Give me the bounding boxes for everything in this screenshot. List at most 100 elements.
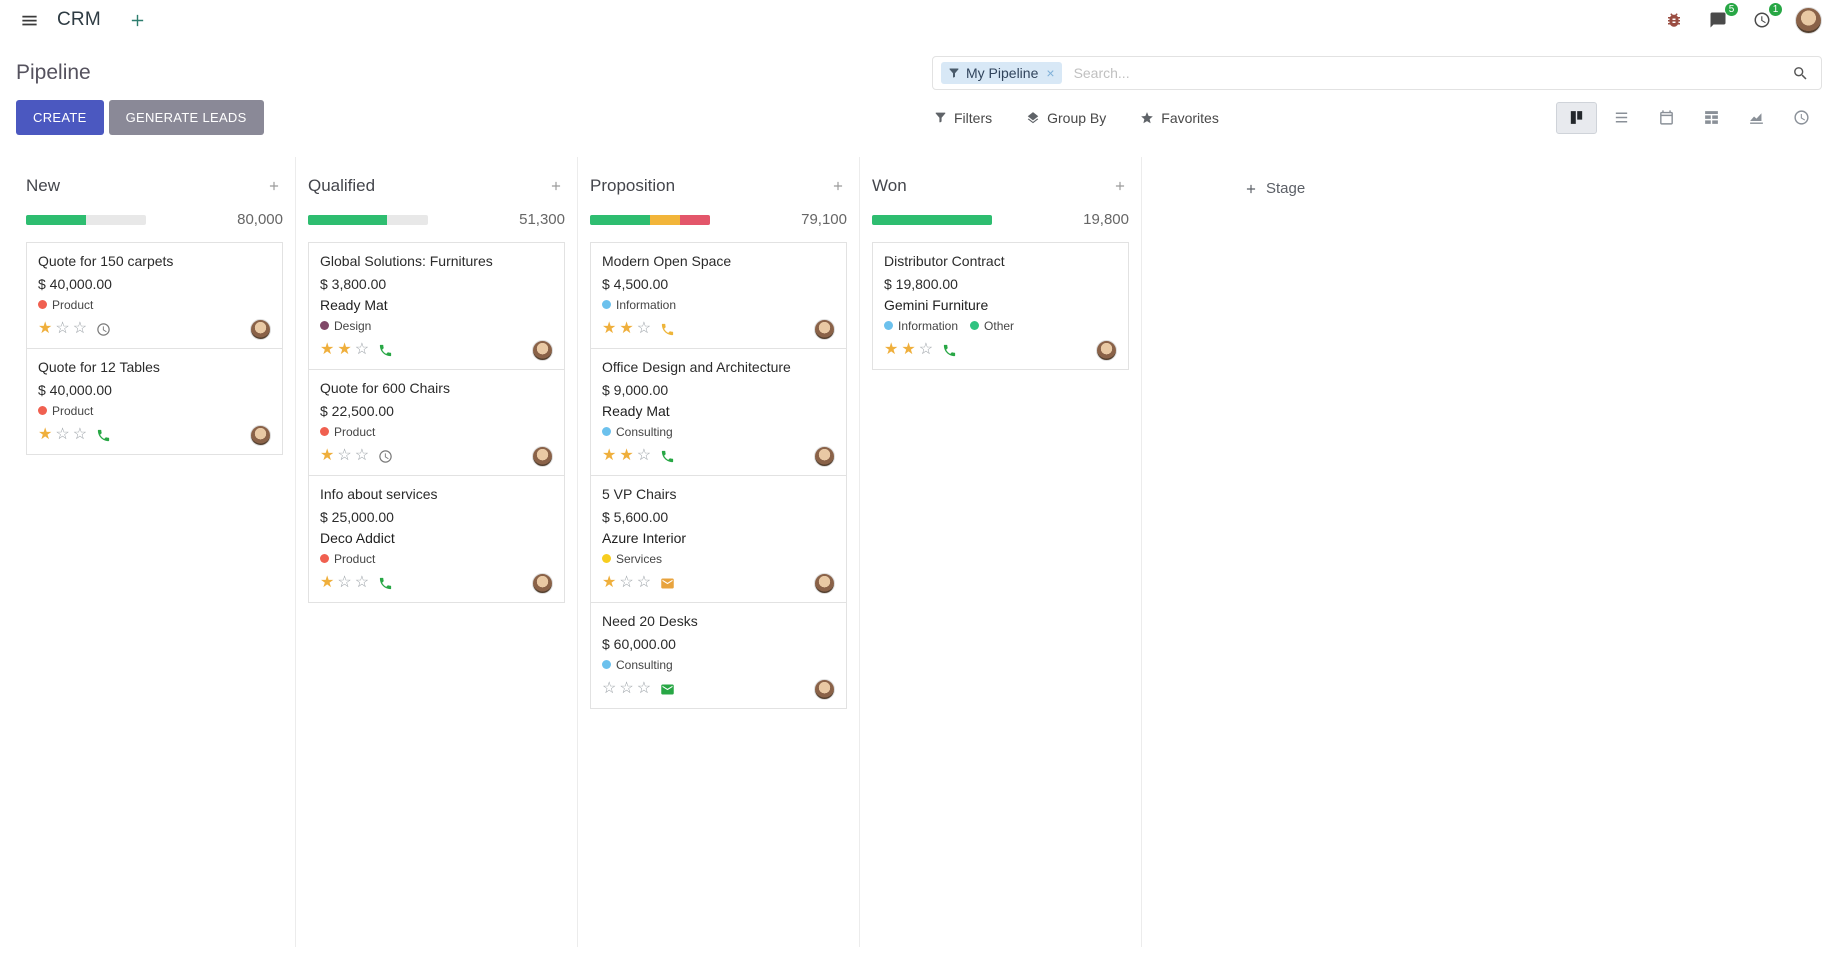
kanban-card[interactable]: Quote for 150 carpets $ 40,000.00 Produc… xyxy=(26,242,283,349)
pivot-view-icon[interactable] xyxy=(1691,102,1732,134)
messages-icon[interactable]: 5 xyxy=(1707,3,1738,31)
salesperson-avatar[interactable] xyxy=(532,445,553,467)
kanban-card[interactable]: Office Design and Architecture $ 9,000.0… xyxy=(590,347,847,476)
quick-add-lead-button[interactable] xyxy=(265,177,283,195)
salesperson-avatar[interactable] xyxy=(532,572,553,594)
column-progressbar[interactable] xyxy=(872,214,992,225)
search-bar[interactable]: My Pipeline × xyxy=(932,56,1822,90)
star-filled-icon[interactable]: ★ xyxy=(884,341,899,359)
kanban-card[interactable]: Modern Open Space $ 4,500.00 Information… xyxy=(590,242,847,349)
priority-stars[interactable]: ★ ☆ ☆ xyxy=(320,448,369,464)
priority-stars[interactable]: ★ ☆ ☆ xyxy=(38,321,87,337)
priority-stars[interactable]: ★ ☆ ☆ xyxy=(320,575,369,591)
star-filled-icon[interactable]: ★ xyxy=(38,320,53,338)
star-empty-icon[interactable]: ☆ xyxy=(354,574,370,592)
phone-activity-icon[interactable] xyxy=(660,322,675,337)
progress-segment[interactable] xyxy=(26,214,86,225)
app-name[interactable]: CRM xyxy=(57,9,101,30)
star-filled-icon[interactable]: ★ xyxy=(619,447,634,465)
priority-stars[interactable]: ★ ★ ☆ xyxy=(320,342,369,358)
column-progressbar[interactable] xyxy=(308,214,428,225)
quick-add-lead-button[interactable] xyxy=(829,177,847,195)
priority-stars[interactable]: ★ ☆ ☆ xyxy=(602,575,651,591)
create-button[interactable]: CREATE xyxy=(16,100,104,135)
column-progressbar[interactable] xyxy=(590,214,710,225)
star-empty-icon[interactable]: ☆ xyxy=(337,574,352,592)
column-title[interactable]: Proposition xyxy=(590,176,676,195)
kanban-card[interactable]: Global Solutions: Furnitures $ 3,800.00 … xyxy=(308,242,565,370)
kanban-card[interactable]: Quote for 600 Chairs $ 22,500.00 Product… xyxy=(308,368,565,476)
star-empty-icon[interactable]: ☆ xyxy=(636,574,652,592)
quick-add-lead-button[interactable] xyxy=(1111,177,1129,195)
star-empty-icon[interactable]: ☆ xyxy=(918,341,934,359)
activity-view-icon[interactable] xyxy=(1781,102,1822,134)
progress-segment[interactable] xyxy=(590,214,650,225)
kanban-card[interactable]: Quote for 12 Tables $ 40,000.00 Product … xyxy=(26,347,283,455)
priority-stars[interactable]: ☆ ☆ ☆ xyxy=(602,681,651,697)
phone-activity-icon[interactable] xyxy=(660,449,675,464)
star-filled-icon[interactable]: ★ xyxy=(901,341,916,359)
search-facet[interactable]: My Pipeline × xyxy=(941,62,1062,84)
star-empty-icon[interactable]: ☆ xyxy=(619,680,634,698)
star-filled-icon[interactable]: ★ xyxy=(320,447,335,465)
salesperson-avatar[interactable] xyxy=(814,572,835,594)
kanban-view-icon[interactable] xyxy=(1556,101,1597,134)
star-empty-icon[interactable]: ☆ xyxy=(354,447,370,465)
star-empty-icon[interactable]: ☆ xyxy=(619,574,634,592)
filters-button[interactable]: Filters xyxy=(932,106,994,130)
salesperson-avatar[interactable] xyxy=(814,445,835,467)
progress-segment[interactable] xyxy=(872,214,992,225)
priority-stars[interactable]: ★ ★ ☆ xyxy=(884,342,933,358)
star-empty-icon[interactable]: ☆ xyxy=(72,426,88,444)
graph-view-icon[interactable] xyxy=(1736,102,1777,134)
star-filled-icon[interactable]: ★ xyxy=(602,447,617,465)
favorites-button[interactable]: Favorites xyxy=(1138,106,1221,130)
salesperson-avatar[interactable] xyxy=(250,318,271,340)
priority-stars[interactable]: ★ ★ ☆ xyxy=(602,448,651,464)
star-empty-icon[interactable]: ☆ xyxy=(636,680,652,698)
star-empty-icon[interactable]: ☆ xyxy=(636,447,652,465)
salesperson-avatar[interactable] xyxy=(814,318,835,340)
phone-activity-icon[interactable] xyxy=(96,428,111,443)
quick-create-icon[interactable] xyxy=(123,11,152,30)
star-empty-icon[interactable]: ☆ xyxy=(636,320,652,338)
group-by-button[interactable]: Group By xyxy=(1024,106,1108,130)
envelope-activity-icon[interactable] xyxy=(660,682,675,697)
star-empty-icon[interactable]: ☆ xyxy=(354,341,370,359)
debug-bug-icon[interactable] xyxy=(1663,9,1685,31)
column-title[interactable]: Won xyxy=(872,176,907,195)
phone-activity-icon[interactable] xyxy=(378,343,393,358)
generate-leads-button[interactable]: GENERATE LEADS xyxy=(108,100,264,135)
clock-activity-icon[interactable] xyxy=(378,449,393,464)
star-filled-icon[interactable]: ★ xyxy=(38,426,53,444)
activities-clock-icon[interactable]: 1 xyxy=(1751,3,1782,31)
star-filled-icon[interactable]: ★ xyxy=(320,574,335,592)
star-filled-icon[interactable]: ★ xyxy=(337,341,352,359)
star-filled-icon[interactable]: ★ xyxy=(602,574,617,592)
clock-activity-icon[interactable] xyxy=(96,322,111,337)
envelope-activity-icon[interactable] xyxy=(660,576,675,591)
star-empty-icon[interactable]: ☆ xyxy=(602,680,617,698)
star-empty-icon[interactable]: ☆ xyxy=(72,320,88,338)
star-filled-icon[interactable]: ★ xyxy=(602,320,617,338)
salesperson-avatar[interactable] xyxy=(532,339,553,361)
column-title[interactable]: New xyxy=(26,176,61,195)
priority-stars[interactable]: ★ ★ ☆ xyxy=(602,321,651,337)
salesperson-avatar[interactable] xyxy=(1096,339,1117,361)
column-progressbar[interactable] xyxy=(26,214,146,225)
kanban-card[interactable]: Distributor Contract $ 19,800.00 Gemini … xyxy=(872,242,1129,370)
kanban-card[interactable]: Info about services $ 25,000.00 Deco Add… xyxy=(308,474,565,603)
priority-stars[interactable]: ★ ☆ ☆ xyxy=(38,427,87,443)
progress-segment[interactable] xyxy=(650,214,680,225)
search-icon[interactable] xyxy=(1790,63,1811,84)
star-filled-icon[interactable]: ★ xyxy=(619,320,634,338)
star-empty-icon[interactable]: ☆ xyxy=(55,426,70,444)
user-menu-avatar[interactable] xyxy=(1795,6,1822,34)
kanban-card[interactable]: 5 VP Chairs $ 5,600.00 Azure Interior Se… xyxy=(590,474,847,603)
star-empty-icon[interactable]: ☆ xyxy=(55,320,70,338)
kanban-card[interactable]: Need 20 Desks $ 60,000.00 Consulting ☆ ☆ ☆ xyxy=(590,601,847,709)
calendar-view-icon[interactable] xyxy=(1646,102,1687,134)
salesperson-avatar[interactable] xyxy=(814,678,835,700)
phone-activity-icon[interactable] xyxy=(378,576,393,591)
search-input[interactable] xyxy=(1071,64,1790,82)
